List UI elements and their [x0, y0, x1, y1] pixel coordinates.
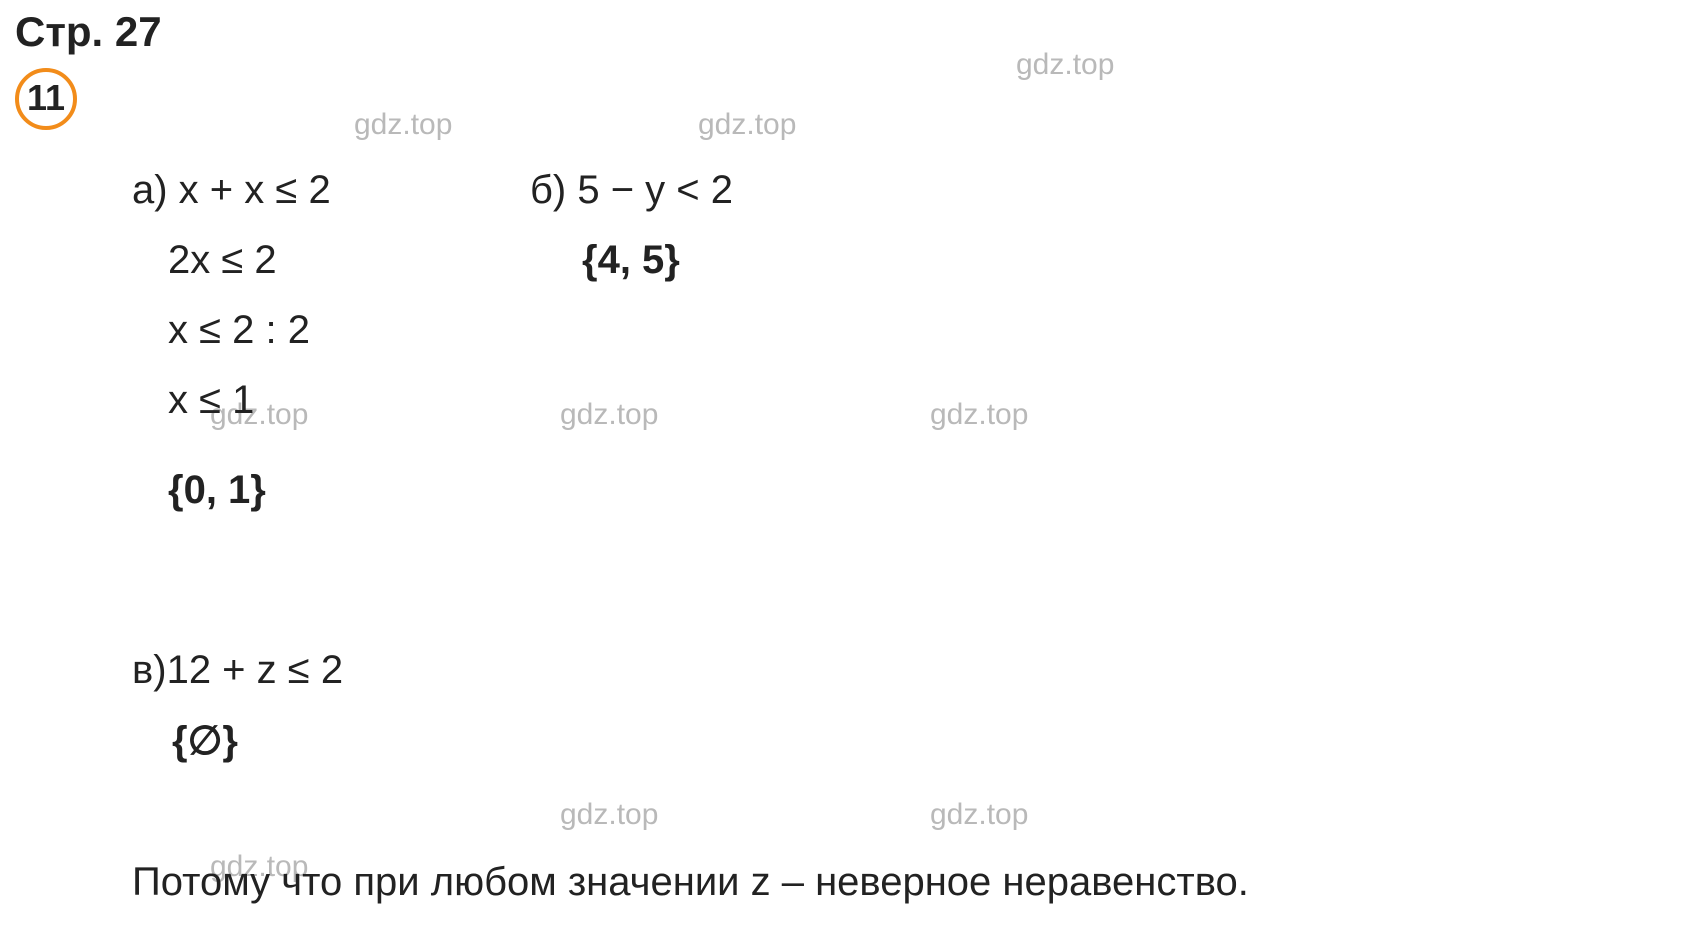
part-a-label: а) x + x ≤ 2	[132, 168, 331, 213]
part-c-set: {∅}	[172, 718, 238, 764]
part-b-set: {4, 5}	[582, 238, 680, 283]
part-a-step1: 2x ≤ 2	[168, 238, 277, 283]
page-root: Стр. 27 11 gdz.top gdz.top gdz.top gdz.t…	[0, 0, 1707, 925]
part-a-set: {0, 1}	[168, 468, 266, 513]
problem-number: 11	[27, 77, 65, 119]
page-heading: Стр. 27	[15, 8, 162, 56]
part-a-step2: x ≤ 2 : 2	[168, 308, 310, 353]
watermark-bot-a: gdz.top	[560, 798, 658, 832]
part-b-label: б) 5 − y < 2	[530, 168, 733, 213]
watermark-bot-b: gdz.top	[930, 798, 1028, 832]
part-a-step3: x ≤ 1	[168, 378, 254, 423]
part-c-explanation: Потому что при любом значении z – неверн…	[132, 860, 1249, 905]
part-c-label: в)12 + z ≤ 2	[132, 648, 343, 693]
watermark-top-right: gdz.top	[1016, 48, 1114, 82]
watermark-row1-b: gdz.top	[698, 108, 796, 142]
watermark-mid-b: gdz.top	[560, 398, 658, 432]
watermark-mid-c: gdz.top	[930, 398, 1028, 432]
problem-circle: 11	[15, 68, 77, 130]
watermark-row1-a: gdz.top	[354, 108, 452, 142]
